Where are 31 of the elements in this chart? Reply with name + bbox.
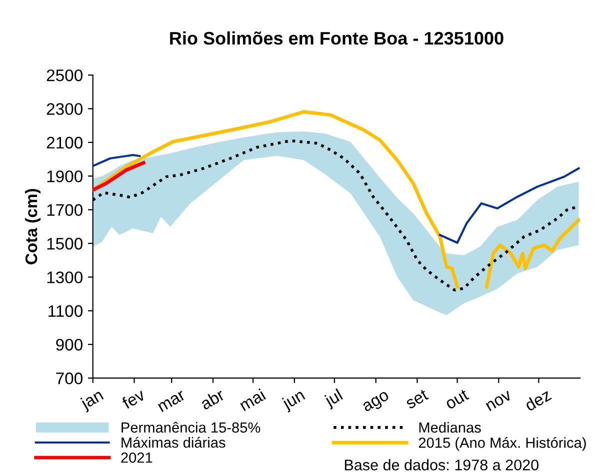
y-tick-label: 1100 [48, 305, 82, 317]
y-axis-title: Cota (cm) [24, 188, 41, 264]
x-tick-label: jun [280, 388, 308, 413]
y-tick-label: 1900 [47, 170, 82, 182]
legend-label: 2015 (Ano Máx. Histórica) [418, 437, 586, 451]
y-tick-label: 1300 [47, 271, 82, 284]
legend-label: Máximas diárias [122, 436, 226, 448]
x-tick-label: ago [362, 390, 392, 415]
y-tick-label: 900 [56, 338, 82, 351]
legend-label: Medianas [419, 422, 481, 433]
x-tick-label: set [404, 389, 429, 410]
y-tick-label: 2500 [46, 69, 82, 82]
x-tick-label: mar [158, 390, 186, 412]
y-tick-label: 1500 [47, 238, 82, 250]
x-tick-label: abr [199, 388, 226, 410]
legend-label: 2021 [121, 452, 152, 463]
x-tick-label: nov [486, 390, 512, 412]
legend-label: Permanência 15-85% [122, 422, 260, 433]
x-tick-label: jan [78, 388, 106, 413]
y-tick-label: 2100 [46, 136, 82, 149]
chart-title: Rio Solimões em Fonte Boa - 12351000 [170, 31, 504, 45]
y-tick-label: 700 [56, 372, 82, 384]
y-tick-label: 1700 [47, 204, 82, 216]
line-series [92, 161, 146, 192]
x-tick-label: fev [120, 388, 146, 410]
x-tick-label: dez [524, 388, 552, 412]
y-tick-label: 2300 [46, 103, 82, 115]
text: Base de dados: 1978 a 2020 [344, 459, 538, 470]
x-tick-label: mai [238, 388, 266, 412]
x-tick-label: jul [323, 388, 345, 410]
x-tick-label: out [444, 389, 470, 410]
